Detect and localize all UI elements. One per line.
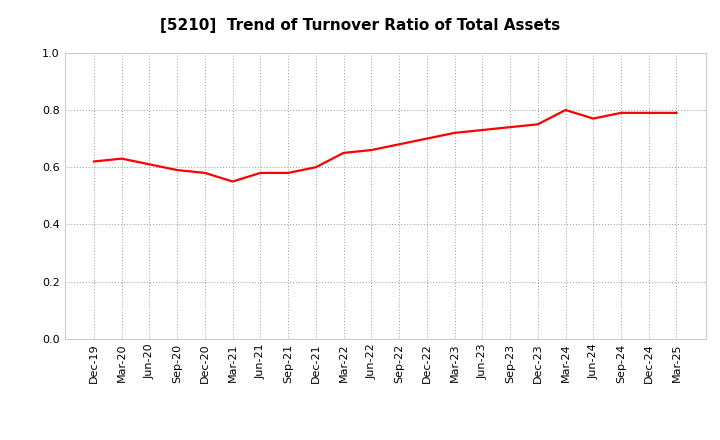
Text: [5210]  Trend of Turnover Ratio of Total Assets: [5210] Trend of Turnover Ratio of Total … — [160, 18, 560, 33]
